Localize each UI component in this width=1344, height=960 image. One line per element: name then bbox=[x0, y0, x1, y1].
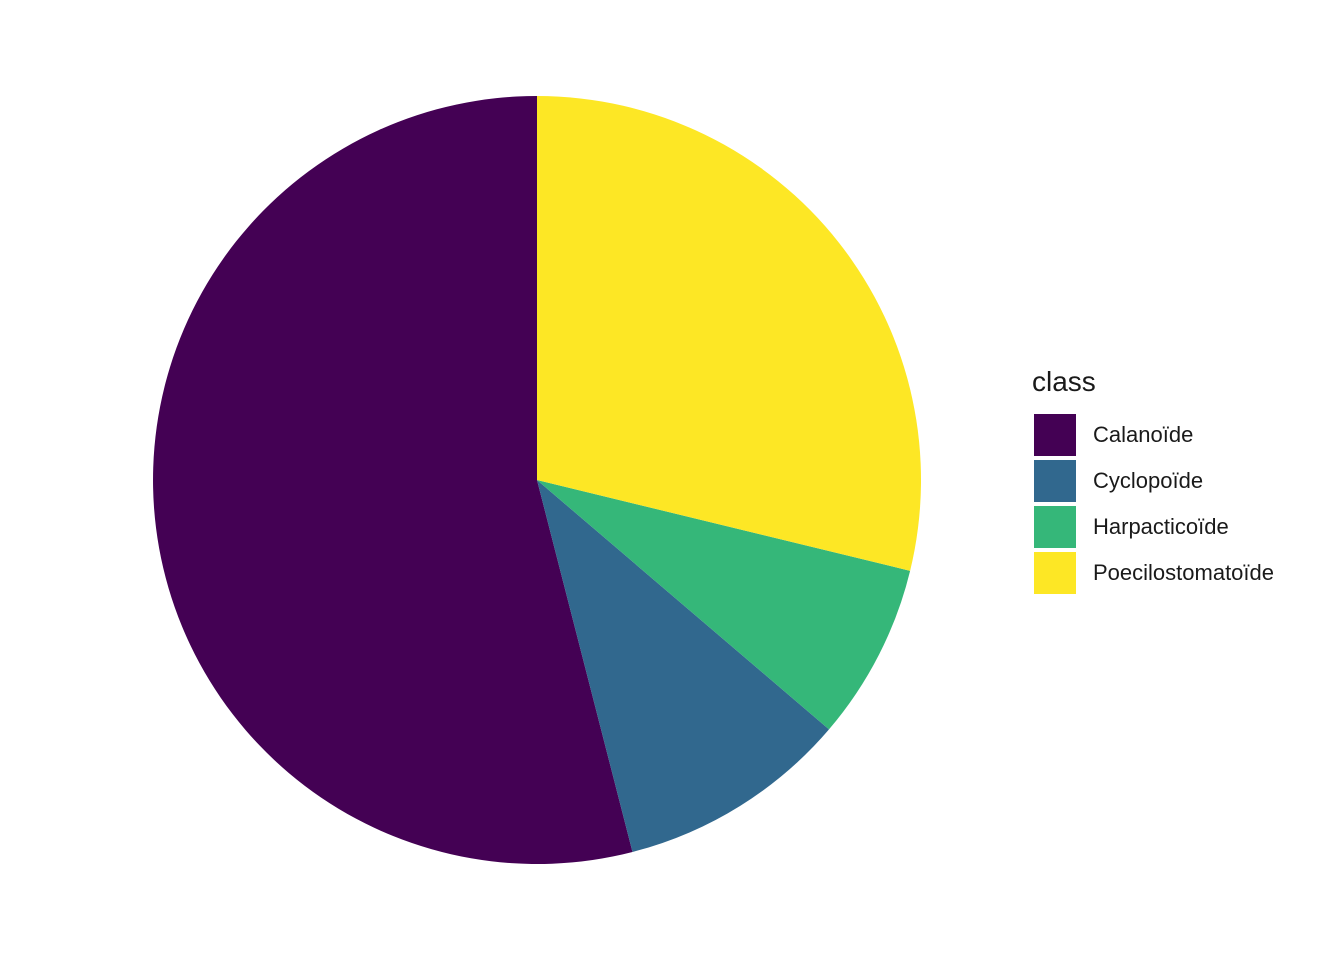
pie-slices bbox=[153, 96, 922, 864]
legend-swatch-calanoide bbox=[1034, 414, 1076, 456]
pie-slice-calanoide bbox=[153, 96, 633, 864]
legend-swatch-harpacticoide bbox=[1034, 506, 1076, 548]
legend-item-poecilostomatoide: Poecilostomatoïde bbox=[1032, 550, 1332, 596]
legend-item-cyclopoide: Cyclopoïde bbox=[1032, 458, 1332, 504]
legend-item-calanoide: Calanoïde bbox=[1032, 412, 1332, 458]
legend-item-harpacticoide: Harpacticoïde bbox=[1032, 504, 1332, 550]
legend-swatch-poecilostomatoide bbox=[1034, 552, 1076, 594]
legend-label-harpacticoide: Harpacticoïde bbox=[1093, 514, 1229, 539]
pie-slice-poecilostomatoide bbox=[537, 96, 922, 571]
legend-label-cyclopoide: Cyclopoïde bbox=[1093, 468, 1204, 493]
legend-label-calanoide: Calanoïde bbox=[1093, 422, 1194, 447]
legend: class Calanoïde Cyclopoïde Harpacticoïde… bbox=[1032, 362, 1332, 596]
legend-swatch-cyclopoide bbox=[1034, 460, 1076, 502]
legend-label-poecilostomatoide: Poecilostomatoïde bbox=[1093, 560, 1274, 585]
legend-title: class bbox=[1032, 366, 1096, 397]
legend-items: Calanoïde Cyclopoïde Harpacticoïde Poeci… bbox=[1032, 412, 1332, 596]
pie-slice-cyclopoide bbox=[537, 480, 829, 852]
pie-slice-harpacticoide bbox=[537, 480, 911, 730]
